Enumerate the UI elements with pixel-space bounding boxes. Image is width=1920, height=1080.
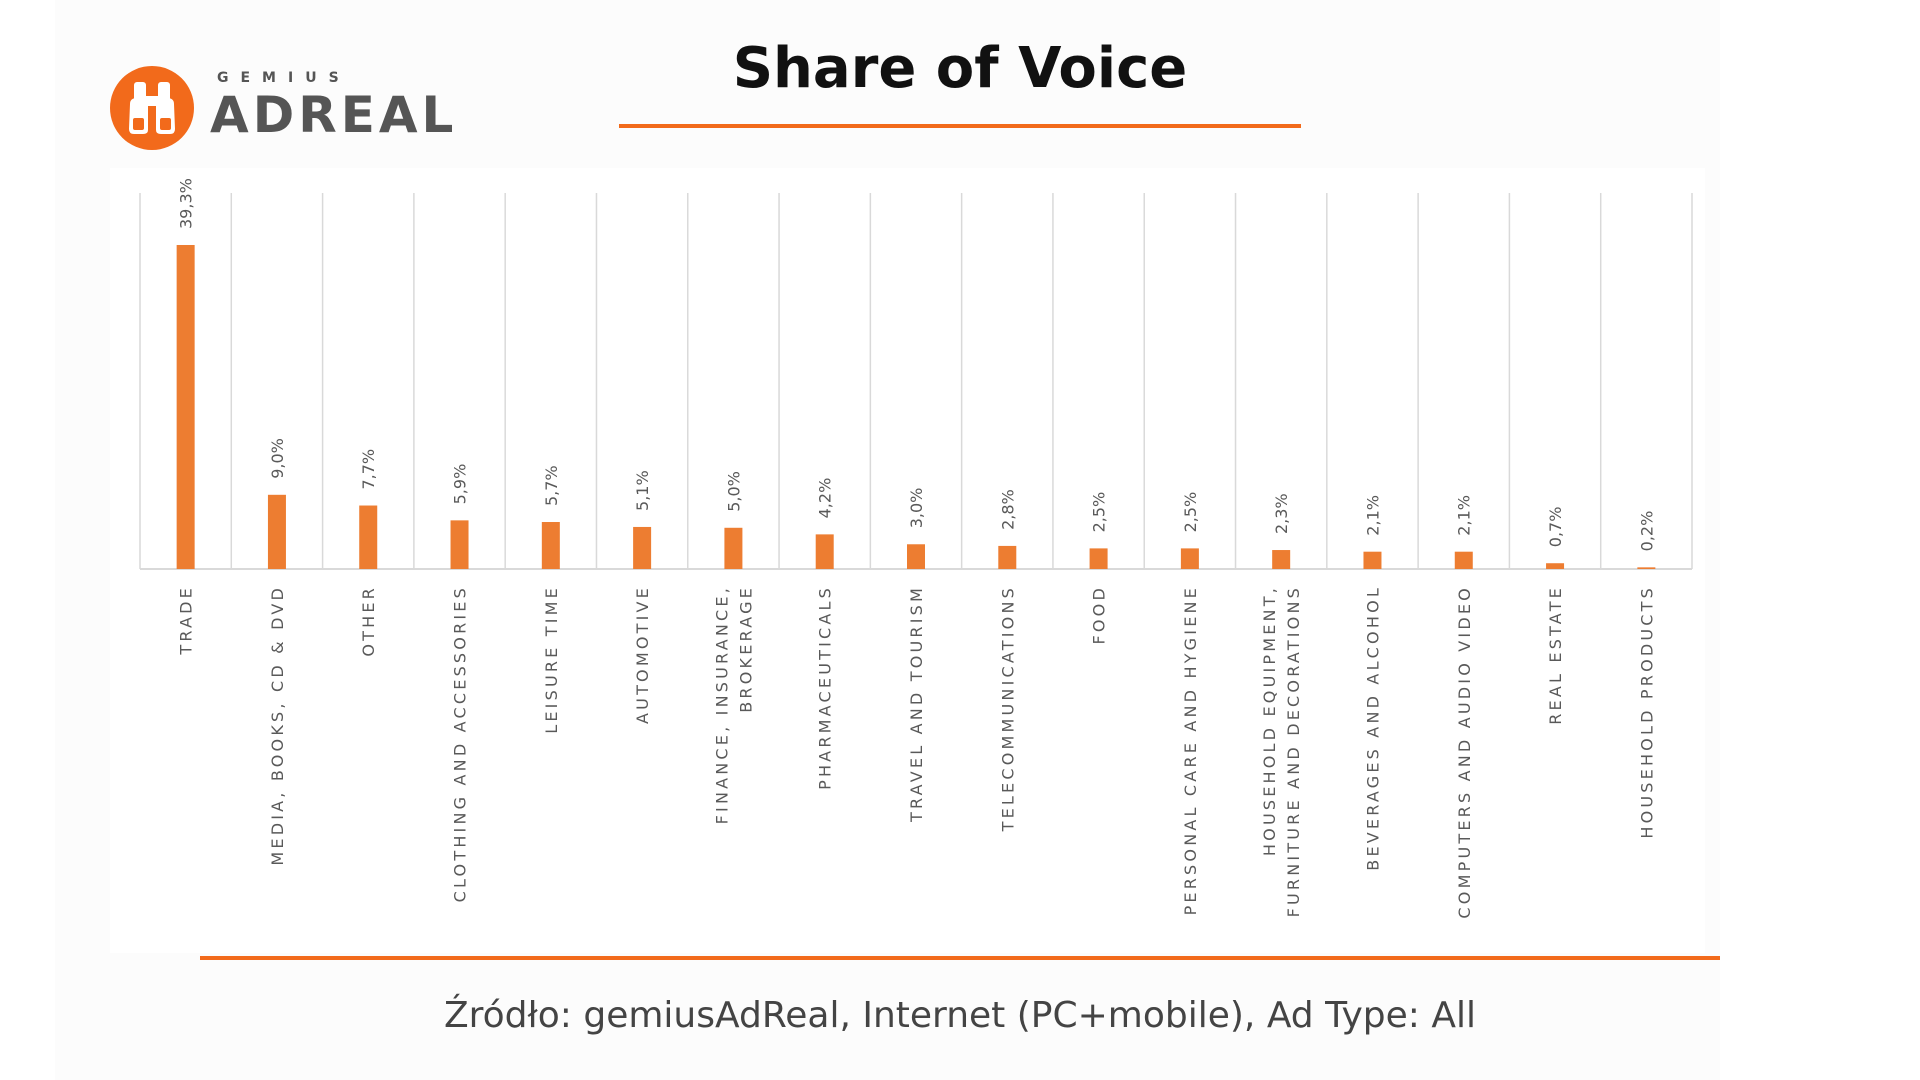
data-label: 3,0% xyxy=(907,488,926,529)
category-label: FINANCE, INSURANCE, xyxy=(712,585,731,824)
category-label: TRADE xyxy=(177,585,196,656)
binoculars-icon xyxy=(110,66,194,150)
category-label: AUTOMOTIVE xyxy=(633,585,652,724)
bar xyxy=(998,545,1017,569)
category-label: LEISURE TIME xyxy=(542,585,561,734)
data-label: 4,2% xyxy=(816,478,835,519)
page-title: Share of Voice xyxy=(732,36,1188,101)
category-label: CLOTHING AND ACCESSORIES xyxy=(451,585,470,902)
category-label: PERSONAL CARE AND HYGIENE xyxy=(1181,585,1200,915)
data-label: 2,5% xyxy=(1090,492,1109,533)
data-label: 5,9% xyxy=(451,464,470,505)
logo-big-text: ADREAL xyxy=(210,86,458,144)
data-label: 2,3% xyxy=(1272,493,1291,534)
data-label: 39,3% xyxy=(177,178,196,229)
data-label: 0,7% xyxy=(1546,507,1565,548)
data-label: 7,7% xyxy=(359,449,378,490)
bar xyxy=(1546,563,1565,569)
data-label: 0,2% xyxy=(1637,511,1656,552)
bar xyxy=(176,244,195,569)
title-underline xyxy=(619,124,1301,128)
bar xyxy=(450,520,469,569)
bar xyxy=(1272,550,1291,569)
bar xyxy=(815,534,834,569)
bar xyxy=(1089,548,1108,569)
category-label: BROKERAGE xyxy=(736,585,755,713)
bar xyxy=(1637,567,1656,569)
category-label: COMPUTERS AND AUDIO VIDEO xyxy=(1455,585,1474,919)
category-label: REAL ESTATE xyxy=(1546,585,1565,725)
category-label: MEDIA, BOOKS, CD & DVD xyxy=(268,585,287,866)
bottom-divider xyxy=(200,956,1720,960)
bar xyxy=(1363,551,1382,569)
bar xyxy=(907,544,925,569)
data-label: 2,8% xyxy=(998,489,1017,530)
category-label: FURNITURE AND DECORATIONS xyxy=(1284,585,1303,917)
category-label: TELECOMMUNICATIONS xyxy=(998,585,1017,832)
logo-small-text: GEMIUS xyxy=(217,70,351,86)
chart-panel: 39,3% TRADE 9,0% MEDIA, BOOKS, CD & DVD 7,7%… xyxy=(110,168,1705,953)
data-label: 5,1% xyxy=(633,470,652,511)
category-label: FOOD xyxy=(1090,585,1109,645)
bar xyxy=(541,522,560,569)
gemius-adreal-logo: GEMIUS ADREAL xyxy=(110,66,453,156)
category-label: PHARMACEUTICALS xyxy=(816,585,835,790)
category-label: TRAVEL AND TOURISM xyxy=(907,585,926,823)
source-note: Źródło: gemiusAdReal, Internet (PC+mobil… xyxy=(443,995,1476,1036)
category-label: BEVERAGES AND ALCOHOL xyxy=(1363,585,1382,871)
category-label: HOUSEHOLD EQUIPMENT, xyxy=(1260,585,1279,856)
bar xyxy=(633,526,652,569)
category-label: OTHER xyxy=(359,585,378,657)
data-label: 2,5% xyxy=(1181,492,1200,533)
data-label: 9,0% xyxy=(268,438,287,479)
bar xyxy=(1180,548,1199,569)
category-label: HOUSEHOLD PRODUCTS xyxy=(1637,585,1656,839)
bar xyxy=(724,527,743,569)
bar xyxy=(359,505,378,569)
data-label: 2,1% xyxy=(1455,495,1474,536)
share-of-voice-chart: 39,3% TRADE 9,0% MEDIA, BOOKS, CD & DVD 7,7%… xyxy=(139,178,1693,919)
bar xyxy=(267,494,286,569)
bar xyxy=(1454,551,1473,569)
data-label: 2,1% xyxy=(1363,495,1382,536)
data-label: 5,7% xyxy=(542,465,561,506)
data-label: 5,0% xyxy=(724,471,743,512)
